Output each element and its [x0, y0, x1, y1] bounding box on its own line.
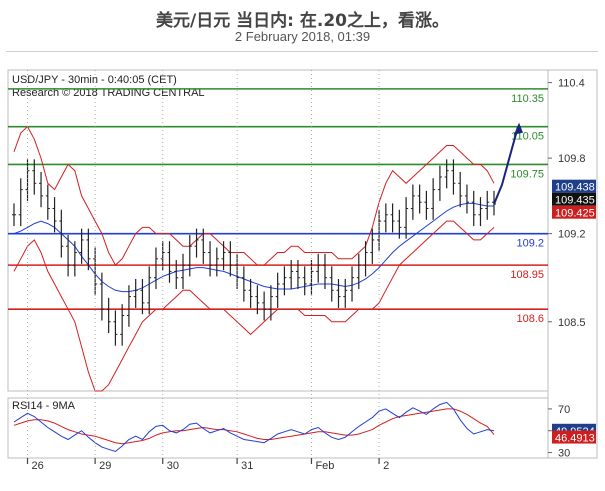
x-axis-tick-label: 31 — [241, 460, 253, 472]
bollinger-upper-line — [13, 125, 495, 266]
level-label: 108.6 — [516, 313, 544, 325]
rsi-title: RSI14 - 9MA — [12, 400, 76, 412]
chart-timestamp: 2 February 2018, 01:39 — [234, 29, 371, 44]
research-credit-text: Research © 2018 TRADING CENTRAL — [12, 87, 205, 99]
projection-arrow-line — [493, 126, 519, 205]
header-separator — [6, 51, 598, 52]
level-label: 110.05 — [511, 131, 544, 143]
x-axis-tick-label: 2 — [383, 460, 389, 472]
price-tag-label: 109.438 — [555, 182, 595, 194]
level-label: 108.95 — [510, 269, 544, 281]
price-axis-strip — [547, 69, 598, 459]
price-axis-tick-label: 108.5 — [558, 317, 586, 329]
chart-area: USD/JPY - 30min - 0:40:05 (CET) Research … — [0, 62, 605, 486]
price-tag-label: 109.435 — [555, 195, 595, 207]
price-tag — [552, 179, 596, 193]
price-axis-tick-label: 110.4 — [558, 78, 585, 90]
price-tag-label: 109.425 — [555, 208, 595, 220]
rsi-axis-tick-label: 70 — [558, 404, 570, 416]
chart-header: 美元/日元 当日内: 在.20之上，看涨。 2 February 2018, 0… — [0, 0, 605, 50]
rsi-ma-line — [13, 408, 495, 445]
price-axis-tick-label: 109.8 — [558, 153, 586, 165]
moving-average-line — [13, 202, 494, 293]
projection-arrow-head — [514, 122, 523, 135]
x-axis-tick-label: 30 — [167, 460, 179, 472]
x-axis-tick-label: 26 — [32, 460, 44, 472]
x-axis-tick-label: 29 — [99, 460, 111, 472]
rsi-panel-frame — [7, 397, 549, 459]
level-label: 109.2 — [516, 238, 544, 250]
level-label: 110.35 — [511, 93, 544, 105]
chart-title: 美元/日元 当日内: 在.20之上，看涨。 — [156, 11, 449, 31]
x-axis-tick-label: Feb — [315, 460, 334, 472]
rsi-line — [13, 401, 495, 453]
price-tag — [552, 192, 596, 206]
rsi-value-tag — [552, 430, 596, 444]
symbol-info-text: USD/JPY - 30min - 0:40:05 (CET) — [12, 74, 177, 86]
price-tag — [552, 205, 596, 219]
level-label: 109.75 — [510, 168, 544, 180]
price-chart-svg[interactable]: USD/JPY - 30min - 0:40:05 (CET)Research … — [0, 62, 605, 486]
price-axis-tick-label: 109.2 — [558, 229, 586, 241]
rsi-value-tag-label: 46.4913 — [555, 433, 595, 445]
main-panel-frame — [7, 69, 549, 392]
bollinger-lower-line — [13, 220, 495, 392]
rsi-axis-tick-label: 30 — [558, 448, 570, 460]
